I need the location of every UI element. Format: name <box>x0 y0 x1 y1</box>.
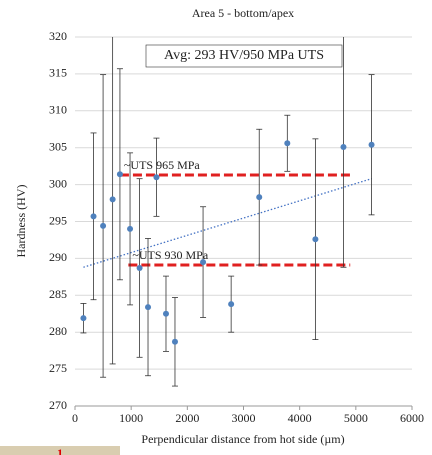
x-tick-label: 1000 <box>119 411 143 425</box>
point <box>153 174 160 181</box>
x-tick-label: 5000 <box>344 411 368 425</box>
point <box>145 304 152 311</box>
y-tick-label: 280 <box>49 324 67 338</box>
point <box>200 259 207 266</box>
point <box>256 194 263 201</box>
annotation-box <box>145 44 343 68</box>
reference-label: ~UTS 930 MPa <box>132 248 209 262</box>
point <box>109 196 116 203</box>
point <box>136 264 143 271</box>
x-tick-label: 6000 <box>400 411 424 425</box>
y-tick-label: 270 <box>49 398 67 412</box>
y-tick-label: 305 <box>49 139 67 153</box>
y-tick-label: 285 <box>49 287 67 301</box>
y-tick-label: 315 <box>49 66 67 80</box>
y-tick-label: 300 <box>49 176 67 190</box>
x-tick-label: 4000 <box>288 411 312 425</box>
point <box>116 171 123 178</box>
point <box>340 143 347 150</box>
y-axis-label: Hardness (HV) <box>14 185 28 258</box>
point <box>90 213 97 220</box>
point <box>284 140 291 147</box>
x-tick-label: 3000 <box>232 411 256 425</box>
point <box>368 141 375 148</box>
y-tick-label: 320 <box>49 29 67 43</box>
point <box>80 315 87 322</box>
cropped-image <box>0 446 120 455</box>
point <box>100 222 107 229</box>
point <box>228 301 235 308</box>
y-tick-label: 310 <box>49 103 67 117</box>
x-tick-label: 0 <box>72 411 78 425</box>
x-tick-label: 2000 <box>175 411 199 425</box>
trendline <box>83 178 372 268</box>
point <box>312 236 319 243</box>
reference-label: ~UTS 965 MPa <box>124 158 201 172</box>
point <box>171 338 178 345</box>
y-tick-label: 275 <box>49 361 67 375</box>
corner-label: 1 <box>57 446 63 455</box>
y-tick-label: 290 <box>49 250 67 264</box>
y-tick-label: 295 <box>49 213 67 227</box>
point <box>127 225 134 232</box>
plot-content <box>80 37 375 387</box>
point <box>162 310 169 317</box>
x-axis-label: Perpendicular distance from hot side (µm… <box>141 432 344 446</box>
chart-title: Area 5 - bottom/apex <box>192 6 294 20</box>
annotation: Avg: 293 HV/950 MPa UTS <box>164 48 324 63</box>
